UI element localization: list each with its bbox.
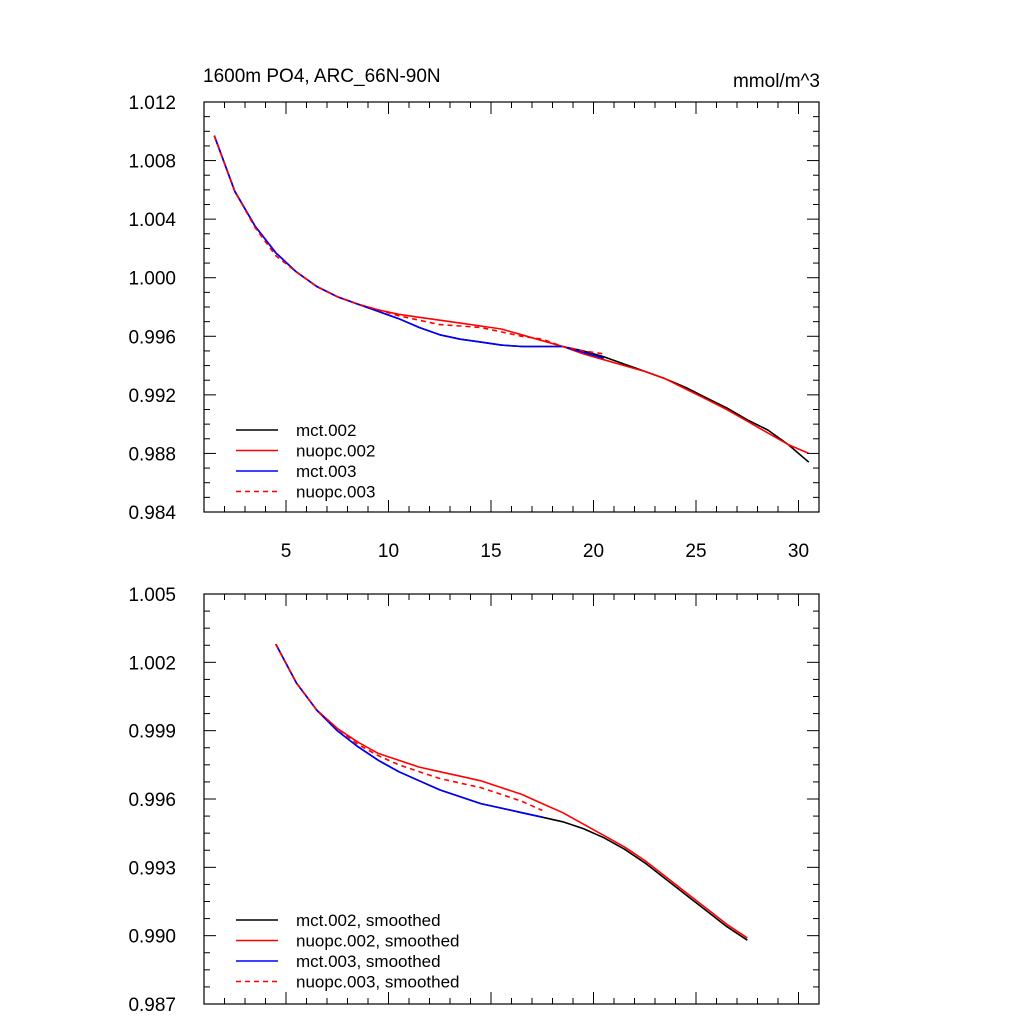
y-tick-label: 0.984 [128, 503, 176, 524]
bottom-panel: mct.002, smoothed nuopc.002, smoothedmct.… [128, 585, 820, 1016]
top-panel: 1600m PO4, ARC_66N-90N mmol/m^3 mct.002 n… [128, 66, 820, 562]
legend-label-1: nuopc.002, smoothed [296, 932, 460, 951]
legend-label-1: nuopc.002 [296, 442, 375, 461]
y-tick-label: 0.992 [128, 386, 176, 407]
y-tick-label: 0.999 [128, 722, 176, 743]
x-tick-label: 20 [583, 541, 604, 562]
legend-label-3: nuopc.003, smoothed [296, 973, 460, 992]
y-tick-label: 1.008 [128, 152, 176, 173]
legend-label-0: mct.002, smoothed [296, 911, 441, 930]
series-line-3 [275, 643, 543, 812]
y-tick-label: 1.002 [128, 653, 176, 674]
series-line-3 [213, 135, 604, 355]
y-tick-label: 1.004 [128, 210, 176, 231]
x-tick-label: 15 [480, 541, 501, 562]
series-line-0 [213, 135, 810, 463]
y-tick-label: 0.987 [128, 995, 176, 1016]
y-tick-label: 0.988 [128, 444, 176, 465]
y-tick-label: 0.996 [128, 327, 176, 348]
y-tick-label: 1.012 [128, 93, 176, 114]
series-line-1 [275, 643, 748, 939]
x-tick-label: 25 [685, 541, 706, 562]
x-tick-label: 30 [788, 541, 809, 562]
series-line-2 [275, 643, 543, 818]
x-tick-label: 10 [378, 541, 399, 562]
y-tick-label: 0.996 [128, 790, 176, 811]
x-tick-label: 5 [281, 541, 292, 562]
legend-label-0: mct.002 [296, 421, 356, 440]
y-tick-label: 1.005 [128, 585, 176, 606]
y-tick-label: 1.000 [128, 269, 176, 290]
legend-label-2: mct.003 [296, 462, 356, 481]
series-line-2 [213, 135, 605, 359]
legend: mct.002, smoothed nuopc.002, smoothedmct.… [236, 911, 460, 992]
legend-label-2: mct.003, smoothed [296, 952, 441, 971]
legend-label-3: nuopc.003 [296, 483, 375, 502]
series-line-1 [213, 135, 810, 455]
series-line-0 [275, 643, 748, 941]
chart-title: 1600m PO4, ARC_66N-90N [203, 66, 441, 87]
units-label: mmol/m^3 [733, 71, 820, 92]
y-tick-label: 0.990 [128, 927, 176, 948]
y-tick-label: 0.993 [128, 858, 176, 879]
